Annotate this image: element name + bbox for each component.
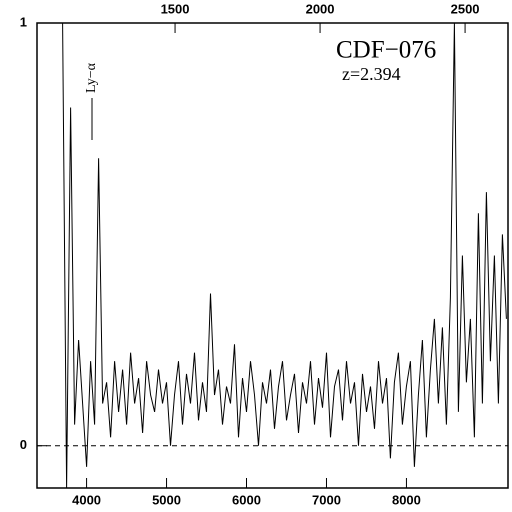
x-tick-label: 7000 (312, 492, 341, 507)
y-tick-label: 1 (20, 14, 27, 29)
spectrum-line (62, 23, 507, 488)
object-name: CDF−076 (336, 37, 436, 64)
line-label: Ly−α (84, 62, 99, 93)
x-tick-label: 5000 (152, 492, 181, 507)
x2-tick-label: 2000 (306, 1, 335, 16)
x2-tick-label: 2500 (451, 1, 480, 16)
plot-frame (36, 22, 509, 489)
x-tick-label: 8000 (392, 492, 421, 507)
y-tick-label: 0 (20, 437, 27, 452)
x-tick-label: 4000 (72, 492, 101, 507)
redshift-label: z=2.394 (342, 64, 401, 84)
x2-tick-label: 1500 (161, 1, 190, 16)
x-tick-label: 6000 (232, 492, 261, 507)
